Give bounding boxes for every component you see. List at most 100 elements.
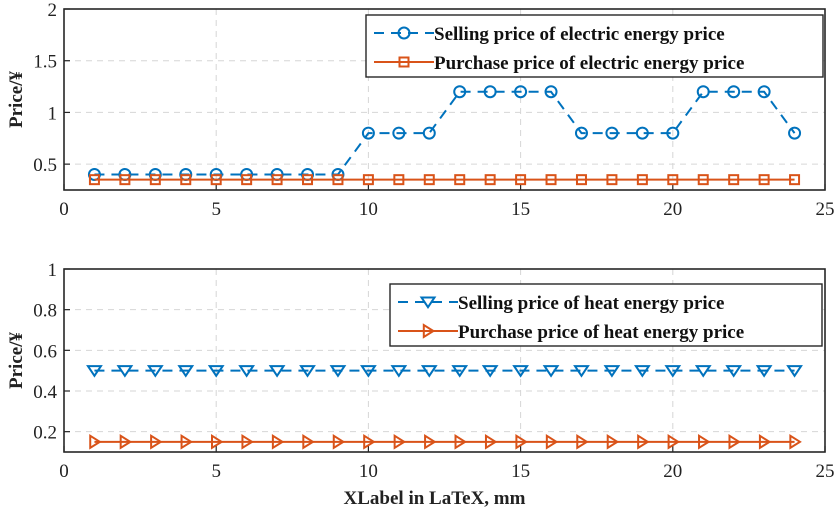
electric-series-1-point-9 bbox=[362, 174, 374, 186]
heat-series-1-point-21 bbox=[728, 434, 741, 450]
heat-series-0-point-1 bbox=[116, 365, 134, 378]
electric-series-1-point-13 bbox=[484, 174, 496, 186]
heat-series-0-point-10 bbox=[390, 365, 408, 378]
heat-y-tick-labels: 0.2 0.4 0.6 0.8 1 bbox=[33, 260, 57, 444]
heat-series-0-point-3 bbox=[177, 365, 195, 378]
heat-y-tick-label-4: 1 bbox=[48, 260, 58, 281]
heat-x-tick-label-3: 15 bbox=[511, 461, 530, 482]
heat-series-0-point-8 bbox=[329, 365, 347, 378]
heat-series-0-point-0 bbox=[86, 365, 103, 378]
electric-y-tick-labels: 0.5 1 1.5 2 bbox=[33, 0, 57, 176]
electric-series-1-point-22 bbox=[758, 174, 770, 186]
legend-label-heat-purchase: Purchase price of heat energy price bbox=[458, 322, 744, 343]
heat-series-1-point-13 bbox=[484, 434, 498, 450]
heat-legend-box bbox=[389, 283, 823, 347]
electric-plot-frame bbox=[63, 8, 826, 191]
electric-x-tick-label-5: 25 bbox=[816, 199, 835, 220]
heat-series-1-point-18 bbox=[637, 434, 650, 450]
heat-x-tick-label-1: 5 bbox=[211, 461, 221, 482]
heat-y-axis-label: Price/¥ bbox=[6, 332, 27, 389]
heat-series-0-point-17 bbox=[603, 365, 621, 378]
electric-y-tick-label-2: 1.5 bbox=[33, 52, 57, 73]
heat-series-0-point-5 bbox=[238, 365, 256, 378]
heat-series-1-point-12 bbox=[454, 434, 468, 450]
heat-series-0-point-2 bbox=[146, 365, 164, 378]
heat-legend-marker-0 bbox=[419, 296, 437, 310]
electric-series-1-point-7 bbox=[302, 174, 314, 186]
electric-series-1-point-15 bbox=[545, 174, 557, 186]
heat-series-0-point-9 bbox=[360, 365, 377, 378]
electric-series-0-point-20 bbox=[696, 85, 710, 99]
heat-x-tick-label-2: 10 bbox=[359, 461, 378, 482]
legend-sample-heat-selling bbox=[398, 296, 458, 310]
electric-x-tick-label-2: 10 bbox=[359, 199, 378, 220]
heat-series-1-point-10 bbox=[393, 434, 407, 450]
electric-price-chart: 0 5 10 15 20 25 0.5 1 1.5 2 Price/¥ Selling pric… bbox=[6, 0, 835, 220]
heat-series-0-point-4 bbox=[207, 365, 225, 378]
legend-label-heat-selling: Selling price of heat energy price bbox=[458, 293, 724, 314]
electric-series-1-point-20 bbox=[697, 174, 709, 186]
heat-series-1-point-2 bbox=[150, 434, 163, 450]
heat-series-1-point-4 bbox=[211, 434, 224, 450]
electric-series-1-point-5 bbox=[241, 174, 253, 186]
electric-series-1-point-8 bbox=[332, 174, 344, 186]
electric-series-1-point-16 bbox=[575, 174, 587, 186]
electric-series-0-line bbox=[94, 90, 796, 176]
heat-series-0-point-18 bbox=[633, 365, 651, 378]
electric-series-1-point-2 bbox=[149, 174, 161, 186]
electric-series-0-point-23 bbox=[788, 126, 802, 140]
electric-series-0-point-22 bbox=[757, 85, 771, 99]
legend-label-electric-selling: Selling price of electric energy price bbox=[434, 24, 725, 45]
heat-series-0-point-16 bbox=[573, 365, 590, 378]
electric-series-0-point-21 bbox=[727, 85, 741, 99]
heat-series-1-point-17 bbox=[606, 434, 620, 450]
heat-series-1-point-0 bbox=[89, 434, 102, 450]
heat-series-0-point-7 bbox=[299, 365, 316, 378]
heat-series-0-point-21 bbox=[725, 365, 743, 378]
electric-series-1-point-11 bbox=[423, 174, 435, 186]
heat-series-1-point-9 bbox=[363, 434, 376, 450]
heat-x-tick-label-0: 0 bbox=[59, 461, 69, 482]
heat-series-layer bbox=[86, 365, 803, 450]
legend-sample-electric-purchase bbox=[374, 56, 434, 68]
heat-series-0-point-14 bbox=[512, 365, 529, 378]
electric-series-1-point-10 bbox=[393, 174, 405, 186]
electric-series-0-point-16 bbox=[574, 126, 588, 140]
heat-series-1-point-14 bbox=[515, 434, 528, 450]
electric-series-1-point-18 bbox=[636, 174, 648, 186]
heat-legend: Selling price of heat energy price Purch… bbox=[389, 283, 823, 347]
electric-series-1-point-12 bbox=[454, 174, 466, 186]
heat-series-1-point-22 bbox=[758, 434, 772, 450]
heat-series-1-point-7 bbox=[302, 434, 315, 450]
electric-y-tick-label-3: 2 bbox=[48, 0, 58, 21]
heat-series-1-point-11 bbox=[424, 434, 437, 450]
heat-x-axis-label: XLabel in LaTeX, mm bbox=[344, 488, 526, 509]
heat-y-tick-label-3: 0.8 bbox=[33, 301, 57, 322]
heat-series-1-point-15 bbox=[545, 434, 559, 450]
electric-y-tick-label-1: 1 bbox=[48, 103, 58, 124]
electric-legend-marker-0 bbox=[397, 26, 411, 40]
heat-price-chart: 0 5 10 15 20 25 0.2 0.4 0.6 0.8 1 Price/¥ XLabel … bbox=[6, 260, 835, 509]
heat-series-1-point-23 bbox=[789, 434, 802, 450]
heat-y-tick-label-0: 0.2 bbox=[33, 423, 57, 444]
legend-sample-electric-selling bbox=[374, 26, 434, 40]
electric-legend-box bbox=[365, 14, 824, 78]
heat-series-0-point-12 bbox=[451, 365, 469, 378]
electric-series-1-point-14 bbox=[515, 174, 527, 186]
heat-series-1-point-6 bbox=[271, 434, 285, 450]
electric-x-tick-label-3: 15 bbox=[511, 199, 530, 220]
heat-series-1-point-16 bbox=[576, 434, 589, 450]
electric-series-0-point-18 bbox=[635, 126, 649, 140]
electric-x-tick-label-0: 0 bbox=[59, 199, 69, 220]
heat-series-0-point-11 bbox=[420, 365, 438, 378]
electric-series-0-point-19 bbox=[666, 126, 680, 140]
electric-x-tick-label-1: 5 bbox=[211, 199, 221, 220]
heat-plot-frame bbox=[63, 268, 826, 453]
electric-x-tick-labels: 0 5 10 15 20 25 bbox=[59, 199, 834, 220]
heat-series-1-point-8 bbox=[332, 434, 346, 450]
heat-y-tick-label-2: 0.6 bbox=[33, 341, 57, 362]
heat-series-0-point-23 bbox=[786, 365, 803, 378]
heat-series-0-point-6 bbox=[268, 365, 286, 378]
heat-series-1-point-1 bbox=[119, 434, 133, 450]
